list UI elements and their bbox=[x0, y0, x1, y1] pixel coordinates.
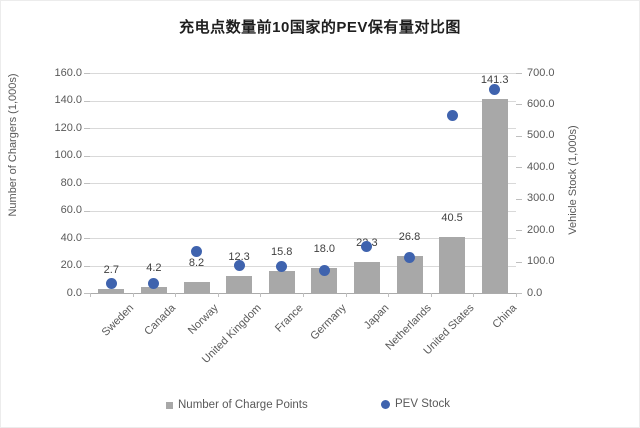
right-axis-tick-label: 200.0 bbox=[527, 223, 555, 236]
right-axis-tick bbox=[516, 261, 522, 263]
right-axis-tick bbox=[516, 167, 522, 169]
x-axis-tick bbox=[345, 293, 347, 297]
legend-label: Number of Charge Points bbox=[178, 399, 308, 411]
x-axis-label-china: China bbox=[490, 302, 520, 331]
gridline bbox=[90, 265, 516, 267]
left-axis-tick-label: 100.0 bbox=[54, 149, 82, 161]
bar-france bbox=[268, 271, 295, 293]
right-axis-tick bbox=[516, 230, 522, 232]
right-axis-tick-label: 300.0 bbox=[527, 192, 555, 205]
left-axis-tick bbox=[84, 293, 90, 294]
left-axis-tick-label: 160.0 bbox=[54, 66, 82, 79]
bar-value-label: 2.7 bbox=[103, 264, 119, 277]
bar-value-label: 8.2 bbox=[188, 256, 205, 269]
x-axis-tick bbox=[217, 293, 219, 297]
x-axis-tick bbox=[388, 293, 390, 297]
left-axis-tick bbox=[84, 155, 90, 157]
left-axis-tick bbox=[84, 238, 90, 239]
chart-title: 充电点数量前10国家的PEV保有量对比图 bbox=[179, 19, 461, 36]
bar-value-label: 40.5 bbox=[441, 212, 463, 225]
x-axis-tick bbox=[516, 293, 517, 297]
x-axis-label-norway: Norway bbox=[186, 302, 221, 337]
bar-value-label: 26.8 bbox=[398, 231, 421, 244]
right-axis-tick-label: 600.0 bbox=[527, 97, 555, 110]
x-axis-tick bbox=[90, 293, 91, 297]
legend-item-charge-points: Number of Charge Points bbox=[166, 398, 308, 412]
right-axis-tick-label: 100.0 bbox=[527, 255, 555, 268]
left-axis-tick bbox=[84, 210, 90, 212]
pev-stock-dot bbox=[276, 261, 288, 273]
x-axis-tick bbox=[132, 293, 134, 297]
gridline bbox=[90, 100, 516, 102]
bar-value-label: 18.0 bbox=[313, 243, 335, 256]
left-axis-tick-label: 140.0 bbox=[54, 94, 82, 106]
legend-item-pev-stock: PEV Stock bbox=[381, 397, 450, 411]
bar-china bbox=[481, 98, 508, 293]
bar-series-swatch-icon bbox=[166, 401, 173, 409]
x-axis-tick bbox=[430, 293, 432, 297]
x-axis-label-germany: Germany bbox=[308, 302, 349, 343]
legend-label: PEV Stock bbox=[395, 398, 450, 410]
left-axis-tick bbox=[84, 265, 90, 267]
left-axis-tick-label: 0.0 bbox=[66, 286, 82, 299]
gridline bbox=[90, 73, 516, 74]
right-axis-tick bbox=[516, 73, 522, 74]
x-axis-label-japan: Japan bbox=[361, 302, 392, 332]
gridline bbox=[90, 155, 516, 157]
x-axis-label-canada: Canada bbox=[142, 302, 179, 338]
left-axis-tick bbox=[84, 183, 90, 184]
x-axis-label-sweden: Sweden bbox=[99, 302, 136, 339]
pev-stock-dot bbox=[404, 252, 415, 264]
scatter-series-swatch-icon bbox=[381, 399, 390, 409]
x-axis-tick bbox=[303, 293, 304, 297]
left-axis-tick-label: 20.0 bbox=[60, 259, 82, 271]
right-axis-tick bbox=[516, 198, 522, 200]
left-axis-tick-label: 120.0 bbox=[54, 121, 82, 134]
bar-sweden bbox=[98, 289, 125, 293]
pev-stock-dot bbox=[148, 278, 160, 290]
bar-canada bbox=[140, 287, 167, 293]
bar-value-label: 15.8 bbox=[270, 246, 293, 259]
pev-stock-dot bbox=[361, 240, 373, 252]
x-axis-tick bbox=[260, 293, 262, 297]
gridline bbox=[90, 238, 516, 239]
gridline bbox=[90, 183, 516, 184]
bar-norway bbox=[183, 281, 210, 293]
left-axis-title: Number of Chargers (1,000s) bbox=[7, 73, 19, 217]
right-axis-tick-label: 400.0 bbox=[527, 160, 555, 173]
right-axis-tick bbox=[516, 104, 522, 106]
x-axis-label-france: France bbox=[273, 302, 307, 335]
bar-united-kingdom bbox=[226, 276, 253, 293]
gridline bbox=[90, 210, 516, 212]
left-axis-tick bbox=[84, 73, 90, 74]
right-axis-tick bbox=[516, 135, 522, 137]
bar-japan bbox=[353, 262, 380, 293]
right-axis-tick-label: 0.0 bbox=[527, 286, 543, 299]
pev-stock-dot bbox=[233, 260, 245, 272]
pev-stock-dot bbox=[446, 110, 458, 122]
pev-stock-dot bbox=[191, 245, 202, 257]
right-axis-tick bbox=[516, 293, 522, 294]
pev-stock-dot bbox=[489, 83, 501, 95]
x-axis-tick bbox=[175, 293, 177, 297]
bar-value-label: 141.3 bbox=[480, 73, 509, 86]
bar-united-states bbox=[439, 237, 466, 293]
bar-value-label: 12.3 bbox=[228, 251, 250, 264]
right-axis-tick-label: 700.0 bbox=[527, 66, 555, 79]
right-axis-tick-label: 500.0 bbox=[527, 129, 555, 142]
pev-stock-dot bbox=[105, 278, 117, 290]
left-axis-tick-label: 80.0 bbox=[60, 176, 82, 189]
left-axis-tick-label: 60.0 bbox=[60, 204, 82, 216]
x-axis-tick bbox=[473, 293, 475, 297]
left-axis-tick-label: 40.0 bbox=[60, 231, 82, 244]
pev-stock-dot bbox=[318, 264, 330, 276]
left-axis-tick bbox=[84, 128, 90, 129]
left-axis-tick bbox=[84, 100, 90, 102]
gridline bbox=[90, 128, 516, 129]
bar-value-label: 4.2 bbox=[146, 262, 162, 275]
